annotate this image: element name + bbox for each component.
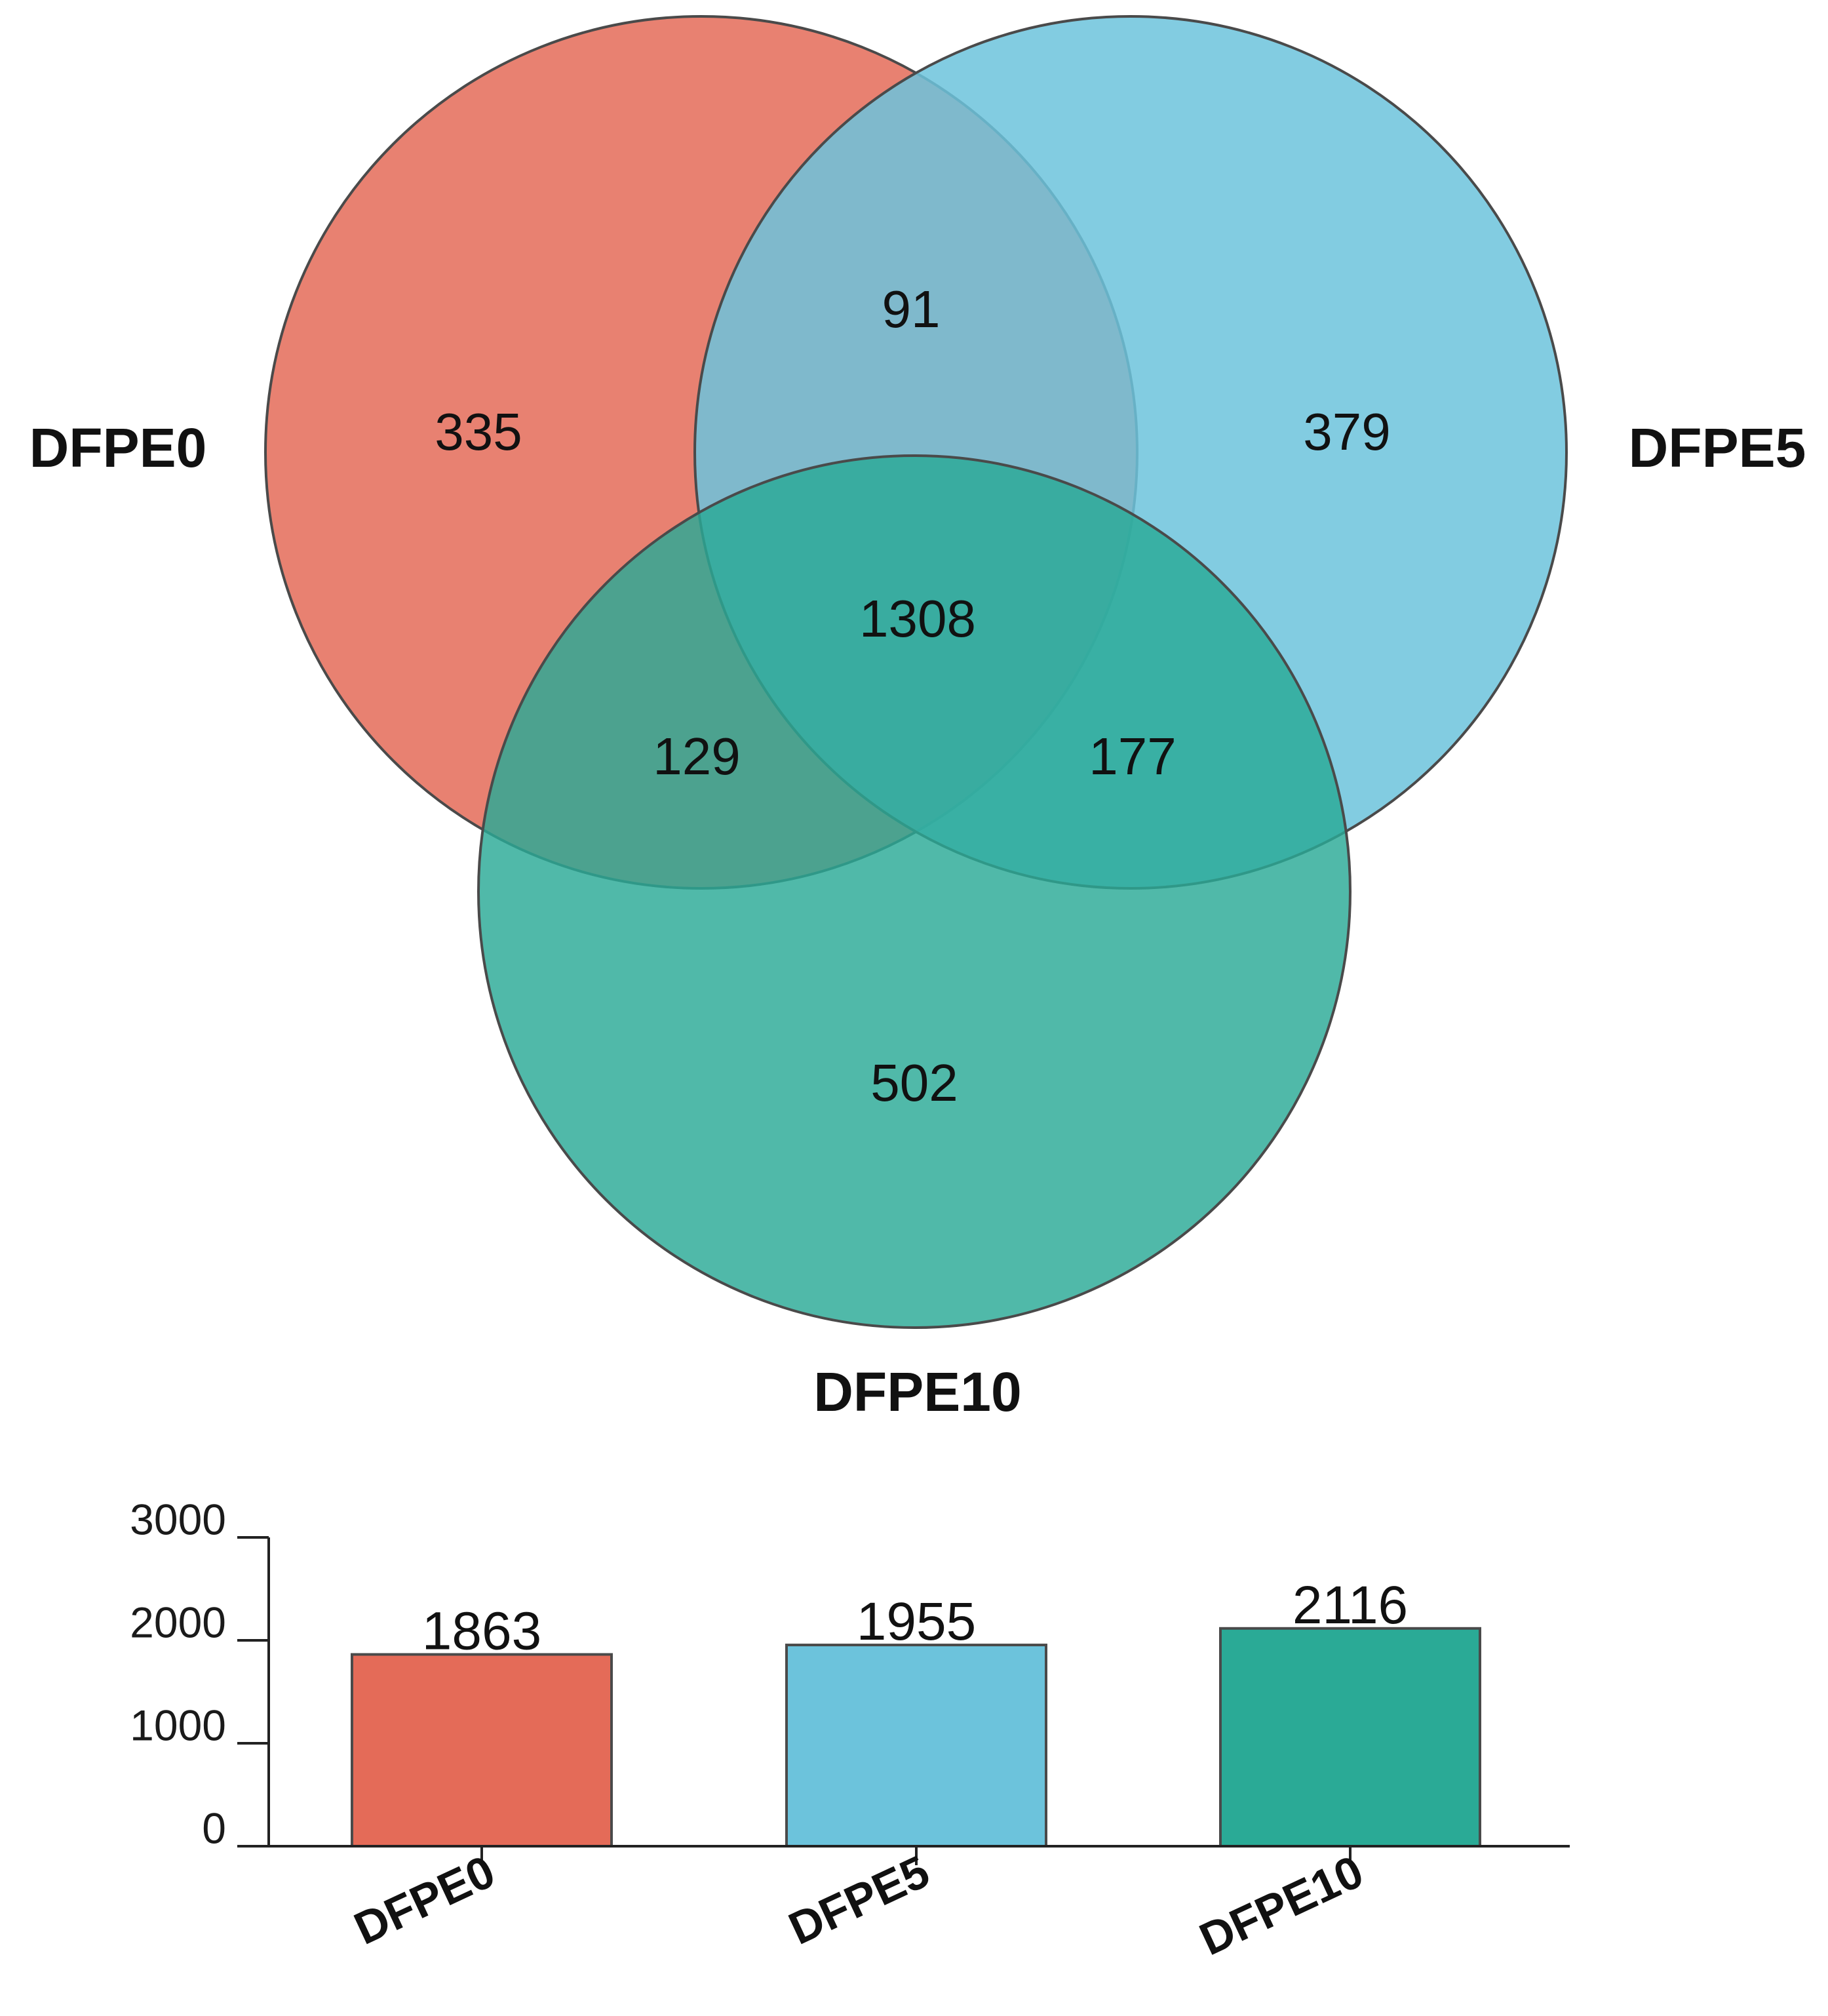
- y-tick-label-0: 0: [202, 1804, 226, 1852]
- y-tick-label-1000: 1000: [130, 1701, 226, 1749]
- venn-count-dfpe0-dfpe5: 91: [882, 280, 941, 338]
- x-category-label-dfpe5: DFPE5: [781, 1846, 937, 1954]
- venn-count-only-dfpe0: 335: [435, 403, 522, 461]
- bar-dfpe0: [351, 1653, 613, 1848]
- bar-value-label-dfpe10: 2116: [1293, 1575, 1408, 1635]
- y-tick-label-2000: 2000: [130, 1598, 226, 1646]
- venn-set-label-dfpe0: DFPE0: [29, 417, 207, 479]
- bar-chart-y-ticks: 0 1000 2000 3000: [130, 1495, 269, 1852]
- x-category-label-dfpe10: DFPE10: [1192, 1846, 1371, 1966]
- venn-count-only-dfpe10: 502: [870, 1054, 958, 1112]
- venn-diagram: DFPE0 DFPE5 DFPE10 335 379 502 91 129 17…: [29, 15, 1806, 1423]
- bar-dfpe5: [785, 1644, 1047, 1848]
- venn-count-dfpe5-dfpe10: 177: [1089, 727, 1176, 785]
- bar-value-label-dfpe0: 1863: [422, 1602, 541, 1661]
- y-tick-label-3000: 3000: [130, 1495, 226, 1543]
- x-category-label-dfpe0: DFPE0: [347, 1846, 502, 1954]
- venn-circle-dfpe10: [477, 454, 1352, 1329]
- venn-set-label-dfpe10: DFPE10: [813, 1361, 1021, 1423]
- bar-dfpe10: [1219, 1627, 1481, 1848]
- venn-count-all-three: 1308: [859, 589, 976, 648]
- bar-chart: 0 1000 2000 3000 1863 1955 2116 DFPE0 DF…: [130, 1495, 1570, 1965]
- venn-count-dfpe0-dfpe10: 129: [653, 727, 740, 785]
- venn-set-label-dfpe5: DFPE5: [1629, 417, 1806, 479]
- bar-value-label-dfpe5: 1955: [857, 1592, 976, 1651]
- venn-count-only-dfpe5: 379: [1303, 403, 1390, 461]
